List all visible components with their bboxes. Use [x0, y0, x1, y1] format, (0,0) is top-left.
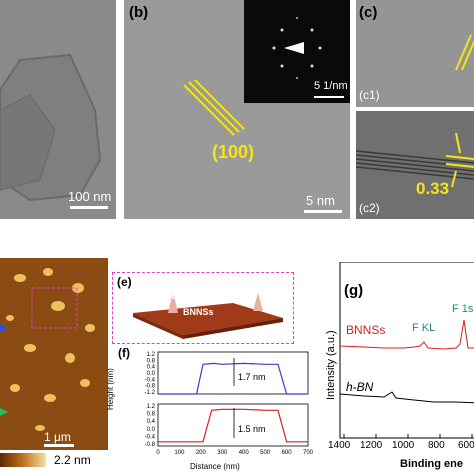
xps-xtick-labels: 1400 1200 1000 800 600: [328, 440, 474, 452]
sub-label-c1: (c1): [359, 88, 380, 102]
panel-a-tem-image: 100 nm: [0, 0, 116, 219]
surface-plot: [133, 291, 283, 339]
xps-series-hbn: h-BN: [346, 380, 374, 394]
f-ylabel: Height (nm): [106, 368, 115, 410]
bottom-plot-frame: [157, 403, 309, 447]
top-height-annotation: 1.7 nm: [238, 372, 266, 382]
f-xtick-label: 0: [156, 450, 160, 456]
xps-xlabel: Binding ene: [400, 458, 463, 470]
f-ytick-label: 0.4: [147, 365, 156, 371]
xps-plot-frame: [339, 262, 474, 439]
scale-label-b: 5 nm: [306, 193, 335, 208]
xps-xtick-3: 800: [428, 440, 445, 451]
height-profiles-chart: 1.20.80.40.0-0.4-0.8-1.2 1.20.80.40.0-0.…: [145, 351, 314, 456]
layered-edge-fringes: [356, 132, 474, 188]
diffraction-pattern: [272, 17, 322, 79]
f-ytick-label: -0.8: [145, 384, 156, 390]
inset-scale-bar: [314, 96, 344, 98]
panel-label-e: (e): [117, 275, 132, 289]
scale-bar-a: [70, 206, 108, 209]
panel-label-f: (f): [118, 346, 130, 360]
colorbar-max-label: 2.2 nm: [54, 453, 91, 467]
panel-d-afm-image: 1 μm: [0, 258, 108, 450]
bnns-label: BNNSs: [183, 307, 214, 317]
afm-flakes: [0, 258, 108, 450]
scale-bar-d: [44, 444, 74, 447]
panel-label-g: (g): [344, 282, 364, 299]
panel-c1-image: (c) (c1): [356, 0, 474, 107]
sub-label-c2: (c2): [359, 201, 380, 215]
f-ytick-label: 0.0: [147, 427, 156, 433]
f-ytick-label: -0.4: [145, 434, 156, 440]
nanosheet-outline: [0, 0, 116, 219]
f-xtick-label: 700: [303, 450, 314, 456]
afm-colorbar: [0, 453, 46, 467]
panel-c2-image: 0.33 (c2): [356, 111, 474, 219]
f-xtick-label: 100: [174, 450, 185, 456]
bnns-spectrum: [339, 319, 474, 350]
f-xtick-label: 200: [196, 450, 207, 456]
f-xtick-label: 600: [282, 450, 293, 456]
panel-b-hrtem-image: (b) 5 1/nm (100) 5 nm: [124, 0, 350, 219]
xps-xticks: [343, 434, 473, 438]
top-height-trace: [158, 362, 308, 395]
top-plot-frame: [157, 351, 309, 395]
scale-label-d: 1 μm: [44, 430, 71, 444]
hbn-spectrum: [339, 391, 474, 404]
f-ytick-label: 1.2: [147, 404, 156, 410]
xps-ylabel: Intensity (a.u.): [325, 330, 337, 400]
f-ytick-label: 0.4: [147, 419, 156, 425]
panel-label-c: (c): [359, 4, 378, 21]
panel-label-b: (b): [129, 4, 149, 21]
xps-peak-fkl: F KL: [412, 322, 436, 334]
bottom-height-annotation: 1.5 nm: [238, 424, 266, 434]
xps-xtick-1: 1200: [360, 440, 383, 451]
f-ytick-label: -0.8: [145, 442, 156, 448]
layer-spacing-label: 0.33: [416, 179, 450, 198]
xps-series-bnns: BNNSs: [346, 323, 386, 337]
f-ytick-label: 0.0: [147, 371, 156, 377]
inset-scale-label: 5 1/nm: [314, 80, 348, 92]
f-ytick-label: -1.2: [145, 390, 156, 396]
f-ytick-label: -0.4: [145, 377, 156, 383]
coating-label: HBPE-g-PHFBMA: [165, 291, 240, 301]
xps-peak-f1s: F 1s: [452, 303, 474, 315]
c1-lattice-lines: [455, 34, 474, 71]
scale-bar-b: [304, 210, 342, 213]
f-xtick-label: 500: [260, 450, 271, 456]
xps-xtick-2: 1000: [392, 440, 415, 451]
f-ytick-label: 0.8: [147, 358, 156, 364]
f-xlabel: Distance (nm): [190, 462, 240, 471]
f-xtick-label: 300: [217, 450, 228, 456]
lattice-plane-label: (100): [212, 142, 255, 162]
panel-e-3d-afm: (e) HBPE-g-PHFBMA BNNSs: [112, 272, 294, 344]
f-ytick-label: 0.8: [147, 412, 156, 418]
f-xtick-label: 400: [239, 450, 250, 456]
xps-xtick-0: 1400: [328, 440, 351, 451]
saed-inset: 5 1/nm: [244, 0, 350, 103]
f-ytick-label: 1.2: [147, 352, 156, 358]
xps-spectrum-chart: [339, 262, 474, 439]
bottom-height-trace: [158, 408, 308, 443]
xps-xtick-4: 600: [458, 440, 474, 451]
lattice-fringes: [183, 80, 245, 136]
scale-label-a: 100 nm: [68, 189, 112, 204]
